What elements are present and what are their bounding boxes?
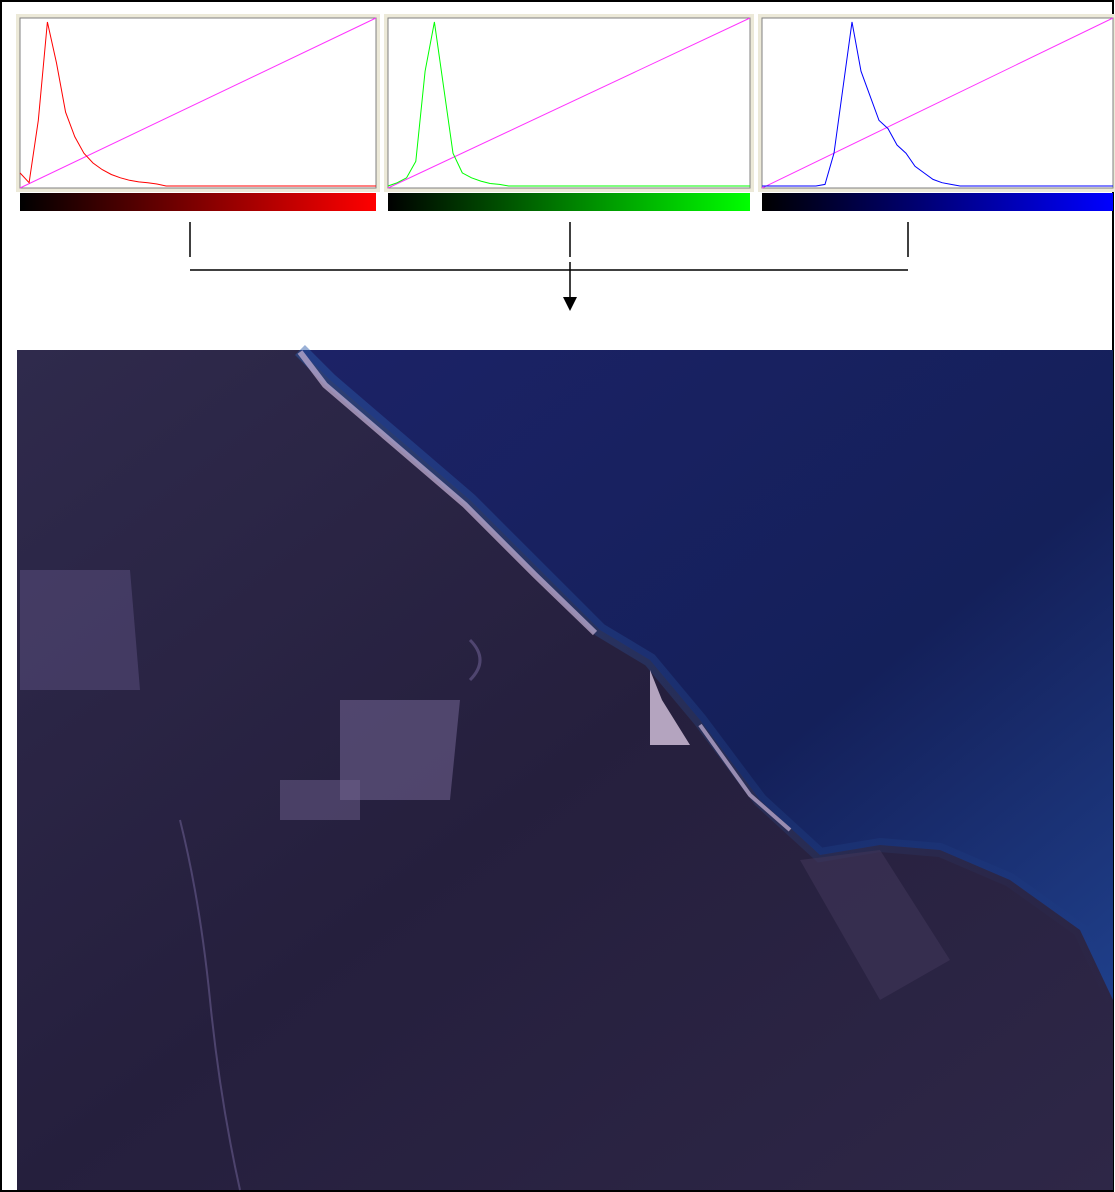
- color-bar: [388, 193, 750, 211]
- color-bar: [20, 193, 376, 211]
- histogram-curve: [19, 21, 376, 187]
- transfer-line: [761, 17, 1114, 189]
- connector: [189, 222, 909, 311]
- histogram-curve: [387, 21, 750, 187]
- satellite-image: [17, 345, 1115, 1191]
- transfer-line: [19, 17, 377, 189]
- transfer-line: [387, 17, 751, 189]
- histogram-curve: [762, 21, 1113, 187]
- color-bar: [762, 193, 1113, 211]
